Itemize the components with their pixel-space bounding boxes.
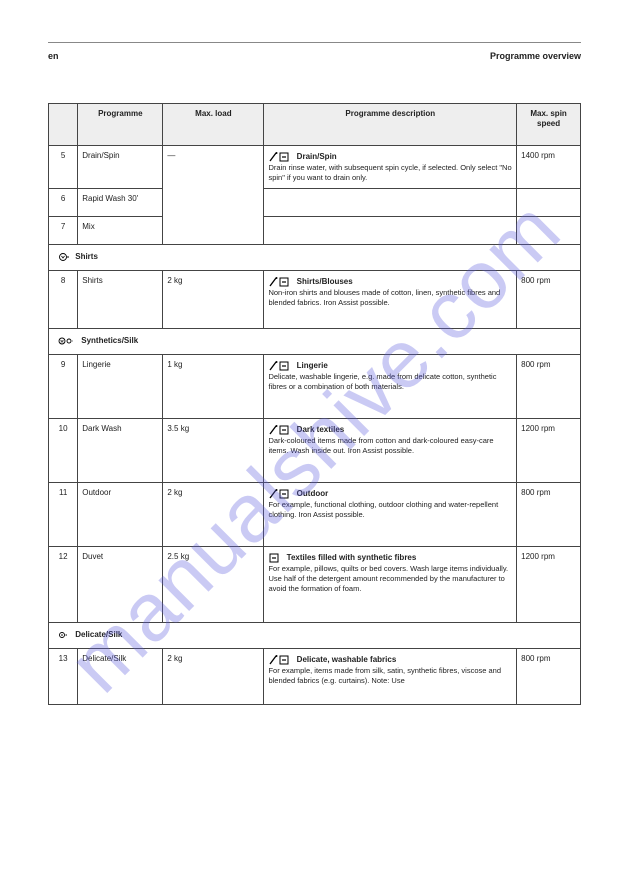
desc-head: Textiles filled with synthetic fibres bbox=[287, 553, 417, 562]
cell-load: 3.5 kg bbox=[163, 419, 264, 483]
cell-desc: Lingerie Delicate, washable lingerie, e.g… bbox=[264, 355, 517, 419]
header-rule bbox=[48, 42, 581, 43]
cell-spin: 800 rpm bbox=[517, 483, 581, 547]
header-left: en bbox=[48, 51, 59, 61]
cell-load: 2.5 kg bbox=[163, 547, 264, 623]
desc-head: Shirts/Blouses bbox=[297, 277, 353, 286]
cell-programme: Delicate/Silk bbox=[78, 649, 163, 705]
cell-desc bbox=[264, 217, 517, 245]
section-icon bbox=[57, 252, 73, 261]
col-4: Max. spin speed bbox=[517, 104, 581, 146]
col-3: Programme description bbox=[264, 104, 517, 146]
header-row: en Programme overview bbox=[48, 51, 581, 61]
cell-spin: 1200 rpm bbox=[517, 419, 581, 483]
cell-spin bbox=[517, 189, 581, 217]
cell-num: 13 bbox=[49, 649, 78, 705]
desc-text: For example, items made from silk, satin… bbox=[268, 666, 501, 685]
cell-programme: Duvet bbox=[78, 547, 163, 623]
table-row: 9Lingerie1 kg LingerieDelicate, washable… bbox=[49, 355, 581, 419]
cell-load: 2 kg bbox=[163, 649, 264, 705]
cell-programme: Shirts bbox=[78, 271, 163, 329]
section-row: Delicate/Silk bbox=[49, 623, 581, 649]
section-icon bbox=[57, 336, 79, 345]
desc-text: For example, functional clothing, outdoo… bbox=[268, 500, 498, 519]
cell-num: 6 bbox=[49, 189, 78, 217]
cell-desc bbox=[264, 189, 517, 217]
desc-text: Dark-coloured items made from cotton and… bbox=[268, 436, 493, 455]
cell-load: 2 kg bbox=[163, 271, 264, 329]
cell-spin: 800 rpm bbox=[517, 271, 581, 329]
cell-desc: Delicate, washable fabrics For example, i… bbox=[264, 649, 517, 705]
cell-desc: Textiles filled with synthetic fibres For… bbox=[264, 547, 517, 623]
cell-num: 8 bbox=[49, 271, 78, 329]
table-row: 12Duvet2.5 kg Textiles filled with synth… bbox=[49, 547, 581, 623]
cell-num: 7 bbox=[49, 217, 78, 245]
table-row: 5Drain/Spin— Drain/SpinDrain rinse water… bbox=[49, 146, 581, 189]
header-right: Programme overview bbox=[490, 51, 581, 61]
cell-num: 11 bbox=[49, 483, 78, 547]
cell-programme: Lingerie bbox=[78, 355, 163, 419]
col-2: Max. load bbox=[163, 104, 264, 146]
cell-desc: Outdoor For example, functional clothing,… bbox=[264, 483, 517, 547]
cell-programme: Mix bbox=[78, 217, 163, 245]
cell-spin: 800 rpm bbox=[517, 649, 581, 705]
cell-num: 10 bbox=[49, 419, 78, 483]
table-row: 11Outdoor2 kg OutdoorFor example, functi… bbox=[49, 483, 581, 547]
cell-programme: Dark Wash bbox=[78, 419, 163, 483]
desc-head: Delicate, washable fabrics bbox=[297, 655, 397, 664]
cell-spin: 800 rpm bbox=[517, 355, 581, 419]
cell-num: 12 bbox=[49, 547, 78, 623]
section-icon bbox=[57, 630, 73, 639]
programme-table: Programme Max. load Programme descriptio… bbox=[48, 103, 581, 705]
desc-text: Non-iron shirts and blouses made of cott… bbox=[268, 288, 500, 307]
wand-icon bbox=[268, 277, 294, 286]
table-header-row: Programme Max. load Programme descriptio… bbox=[49, 104, 581, 146]
cell-spin: 1400 rpm bbox=[517, 146, 581, 189]
cell-programme: Outdoor bbox=[78, 483, 163, 547]
cell-programme: Drain/Spin bbox=[78, 146, 163, 189]
desc-text: Delicate, washable lingerie, e.g. made f… bbox=[268, 372, 496, 391]
section-label: Delicate/Silk bbox=[75, 630, 122, 639]
cell-desc: Drain/Spin Drain rinse water, with subseq… bbox=[264, 146, 517, 189]
wand-icon bbox=[268, 425, 294, 434]
desc-head: Drain/Spin bbox=[297, 152, 337, 161]
wand-icon bbox=[268, 489, 294, 498]
page-container: en Programme overview Programme Max. loa… bbox=[0, 0, 629, 725]
desc-head: Outdoor bbox=[297, 489, 329, 498]
col-1: Programme bbox=[78, 104, 163, 146]
table-row: 10Dark Wash3.5 kg Dark textiles Dark-colo… bbox=[49, 419, 581, 483]
desc-text: For example, pillows, quilts or bed cove… bbox=[268, 564, 508, 593]
table-row: 7Mix bbox=[49, 217, 581, 245]
table-row: 8Shirts2 kg Shirts/Blouses Non-iron shirt… bbox=[49, 271, 581, 329]
col-0 bbox=[49, 104, 78, 146]
cell-programme: Rapid Wash 30' bbox=[78, 189, 163, 217]
wand-icon bbox=[268, 152, 294, 161]
desc-head: Lingerie bbox=[297, 361, 328, 370]
cell-desc: Dark textiles Dark-coloured items made fr… bbox=[264, 419, 517, 483]
table-row: 13Delicate/Silk2 kg Delicate, washable f… bbox=[49, 649, 581, 705]
wand-icon bbox=[268, 655, 294, 664]
cell-load: 1 kg bbox=[163, 355, 264, 419]
cell-num: 5 bbox=[49, 146, 78, 189]
desc-text: Drain rinse water, with subsequent spin … bbox=[268, 163, 511, 182]
table-row: 6Rapid Wash 30' bbox=[49, 189, 581, 217]
wand-icon bbox=[268, 553, 284, 562]
cell-load: 2 kg bbox=[163, 483, 264, 547]
wand-icon bbox=[268, 361, 294, 370]
cell-desc: Shirts/Blouses Non-iron shirts and blouse… bbox=[264, 271, 517, 329]
cell-spin bbox=[517, 217, 581, 245]
section-row: Synthetics/Silk bbox=[49, 329, 581, 355]
cell-spin: 1200 rpm bbox=[517, 547, 581, 623]
desc-head: Dark textiles bbox=[297, 425, 345, 434]
section-row: Shirts bbox=[49, 245, 581, 271]
section-label: Synthetics/Silk bbox=[81, 336, 138, 345]
section-label: Shirts bbox=[75, 252, 98, 261]
cell-num: 9 bbox=[49, 355, 78, 419]
cell-load: — bbox=[163, 146, 264, 245]
